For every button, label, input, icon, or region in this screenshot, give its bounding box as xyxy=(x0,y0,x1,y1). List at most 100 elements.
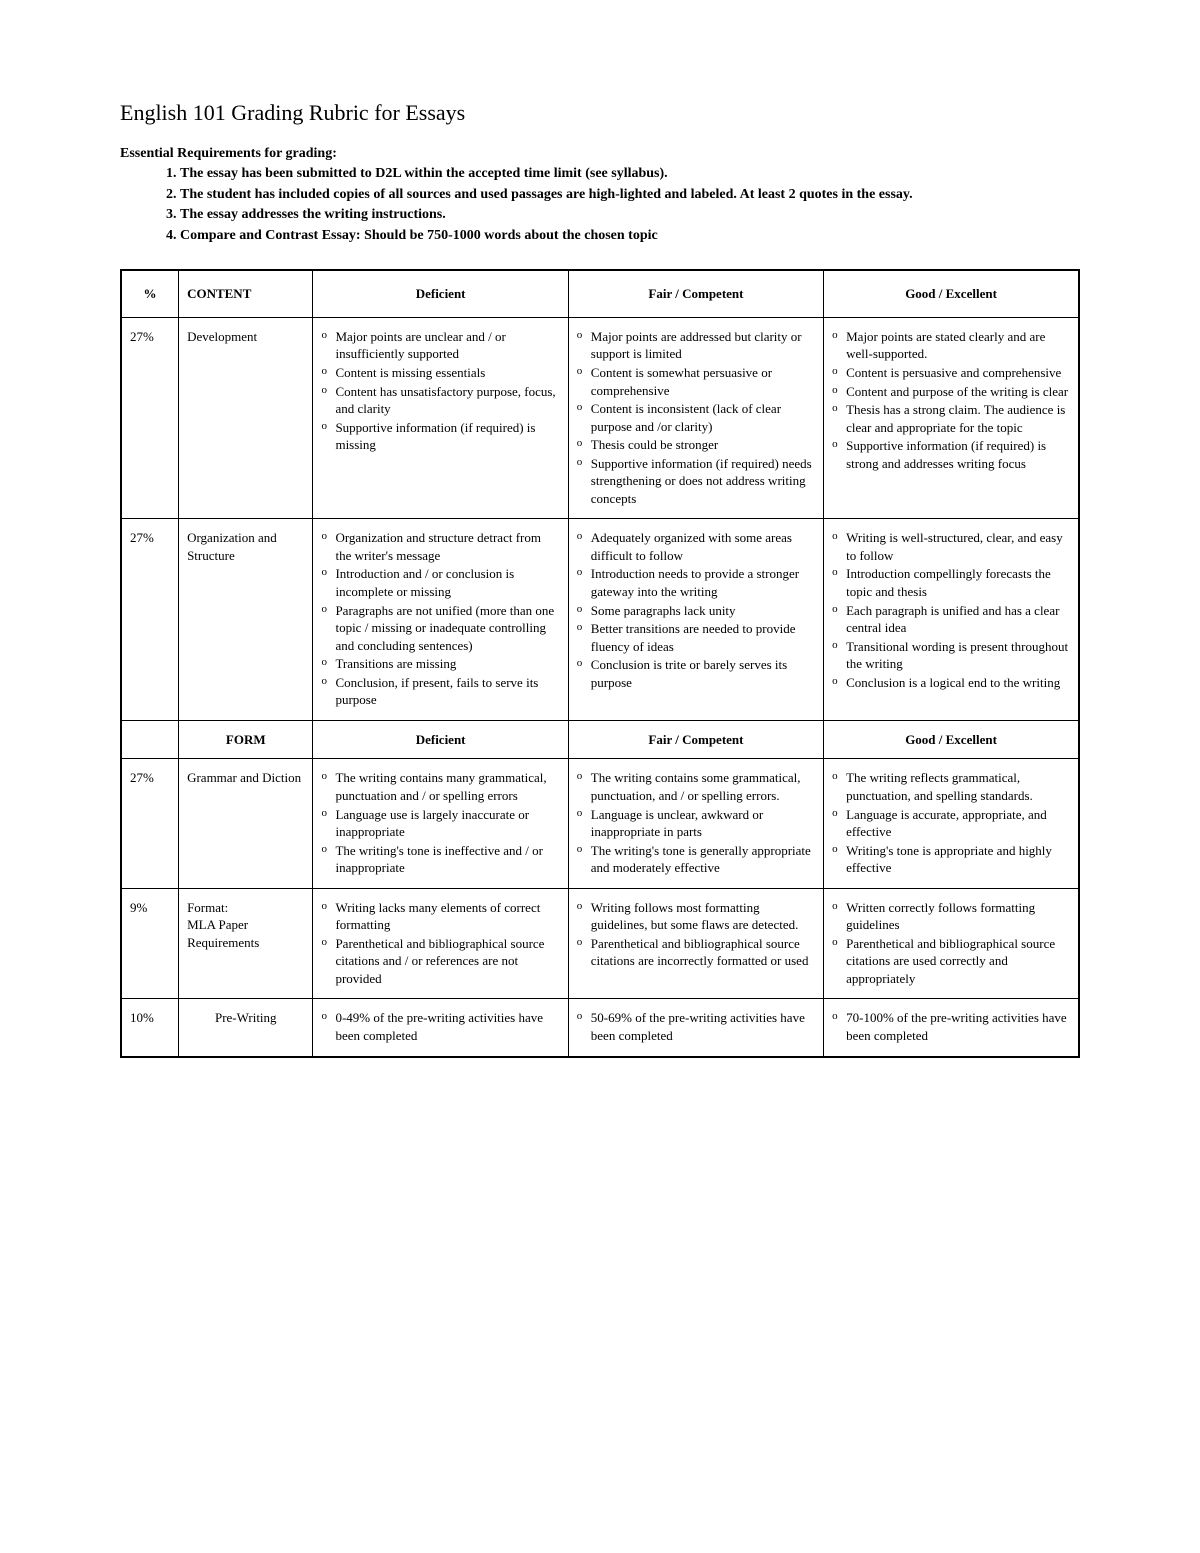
percent-cell: 9% xyxy=(121,888,179,999)
requirement-item: The essay addresses the writing instruct… xyxy=(180,205,1080,225)
criteria-item: Organization and structure detract from … xyxy=(321,529,559,564)
criteria-item: The writing contains some grammatical, p… xyxy=(577,769,815,804)
criteria-item: Content has unsatisfactory purpose, focu… xyxy=(321,383,559,418)
section-good: Good / Excellent xyxy=(824,720,1079,759)
criteria-list: 50-69% of the pre-writing activities hav… xyxy=(577,1009,815,1044)
criteria-item: Writing is well-structured, clear, and e… xyxy=(832,529,1070,564)
criteria-item: Major points are stated clearly and are … xyxy=(832,328,1070,363)
header-deficient: Deficient xyxy=(313,270,568,317)
deficient-cell: Organization and structure detract from … xyxy=(313,519,568,720)
percent-cell: 27% xyxy=(121,759,179,888)
header-percent: % xyxy=(121,270,179,317)
percent-cell: 27% xyxy=(121,317,179,518)
criteria-list: The writing reflects grammatical, punctu… xyxy=(832,769,1070,876)
criteria-item: Supportive information (if required) nee… xyxy=(577,455,815,508)
criteria-list: Writing follows most formatting guidelin… xyxy=(577,899,815,970)
criteria-item: Some paragraphs lack unity xyxy=(577,602,815,620)
criteria-item: Transitions are missing xyxy=(321,655,559,673)
criteria-item: Language is accurate, appropriate, and e… xyxy=(832,806,1070,841)
criteria-item: The writing's tone is ineffective and / … xyxy=(321,842,559,877)
criteria-item: The writing contains many grammatical, p… xyxy=(321,769,559,804)
header-row: % CONTENT Deficient Fair / Competent Goo… xyxy=(121,270,1079,317)
fair-cell: Major points are addressed but clarity o… xyxy=(568,317,823,518)
fair-cell: The writing contains some grammatical, p… xyxy=(568,759,823,888)
good-cell: Written correctly follows formatting gui… xyxy=(824,888,1079,999)
row-organization: 27% Organization and Structure Organizat… xyxy=(121,519,1079,720)
section-form-header: FORM xyxy=(179,720,313,759)
criteria-item: Writing lacks many elements of correct f… xyxy=(321,899,559,934)
criteria-item: Language is unclear, awkward or inapprop… xyxy=(577,806,815,841)
criteria-list: Major points are unclear and / or insuff… xyxy=(321,328,559,454)
criteria-item: Major points are addressed but clarity o… xyxy=(577,328,815,363)
deficient-cell: Major points are unclear and / or insuff… xyxy=(313,317,568,518)
criteria-list: Organization and structure detract from … xyxy=(321,529,559,708)
category-cell: Format: MLA Paper Requirements xyxy=(179,888,313,999)
criteria-item: Conclusion is a logical end to the writi… xyxy=(832,674,1070,692)
requirement-item: The essay has been submitted to D2L with… xyxy=(180,164,1080,184)
criteria-list: Writing lacks many elements of correct f… xyxy=(321,899,559,988)
header-good: Good / Excellent xyxy=(824,270,1079,317)
header-content: CONTENT xyxy=(179,270,313,317)
good-cell: The writing reflects grammatical, punctu… xyxy=(824,759,1079,888)
criteria-item: Parenthetical and bibliographical source… xyxy=(321,935,559,988)
requirement-item: The student has included copies of all s… xyxy=(180,185,1080,205)
criteria-item: Adequately organized with some areas dif… xyxy=(577,529,815,564)
criteria-item: Paragraphs are not unified (more than on… xyxy=(321,602,559,655)
deficient-cell: Writing lacks many elements of correct f… xyxy=(313,888,568,999)
criteria-item: Language use is largely inaccurate or in… xyxy=(321,806,559,841)
section-percent xyxy=(121,720,179,759)
criteria-list: 70-100% of the pre-writing activities ha… xyxy=(832,1009,1070,1044)
row-development: 27% Development Major points are unclear… xyxy=(121,317,1079,518)
page-title: English 101 Grading Rubric for Essays xyxy=(120,100,1080,126)
category-cell: Grammar and Diction xyxy=(179,759,313,888)
row-format: 9% Format: MLA Paper Requirements Writin… xyxy=(121,888,1079,999)
criteria-item: Conclusion, if present, fails to serve i… xyxy=(321,674,559,709)
criteria-list: Major points are addressed but clarity o… xyxy=(577,328,815,507)
criteria-item: Content and purpose of the writing is cl… xyxy=(832,383,1070,401)
fair-cell: Adequately organized with some areas dif… xyxy=(568,519,823,720)
row-prewriting: 10% Pre-Writing 0-49% of the pre-writing… xyxy=(121,999,1079,1057)
criteria-item: Content is somewhat persuasive or compre… xyxy=(577,364,815,399)
category-cell: Pre-Writing xyxy=(179,999,313,1057)
criteria-item: Conclusion is trite or barely serves its… xyxy=(577,656,815,691)
good-cell: Major points are stated clearly and are … xyxy=(824,317,1079,518)
deficient-cell: The writing contains many grammatical, p… xyxy=(313,759,568,888)
requirements-list: The essay has been submitted to D2L with… xyxy=(120,164,1080,245)
good-cell: Writing is well-structured, clear, and e… xyxy=(824,519,1079,720)
criteria-list: Adequately organized with some areas dif… xyxy=(577,529,815,691)
percent-cell: 10% xyxy=(121,999,179,1057)
good-cell: 70-100% of the pre-writing activities ha… xyxy=(824,999,1079,1057)
section-row-form: FORM Deficient Fair / Competent Good / E… xyxy=(121,720,1079,759)
section-fair: Fair / Competent xyxy=(568,720,823,759)
category-cell: Development xyxy=(179,317,313,518)
section-deficient: Deficient xyxy=(313,720,568,759)
criteria-item: Supportive information (if required) is … xyxy=(321,419,559,454)
criteria-item: Major points are unclear and / or insuff… xyxy=(321,328,559,363)
criteria-list: Major points are stated clearly and are … xyxy=(832,328,1070,472)
criteria-item: Written correctly follows formatting gui… xyxy=(832,899,1070,934)
row-grammar: 27% Grammar and Diction The writing cont… xyxy=(121,759,1079,888)
criteria-list: The writing contains many grammatical, p… xyxy=(321,769,559,876)
criteria-list: The writing contains some grammatical, p… xyxy=(577,769,815,876)
header-fair: Fair / Competent xyxy=(568,270,823,317)
criteria-item: Introduction and / or conclusion is inco… xyxy=(321,565,559,600)
percent-cell: 27% xyxy=(121,519,179,720)
fair-cell: Writing follows most formatting guidelin… xyxy=(568,888,823,999)
criteria-item: 0-49% of the pre-writing activities have… xyxy=(321,1009,559,1044)
criteria-item: Introduction needs to provide a stronger… xyxy=(577,565,815,600)
criteria-item: The writing's tone is generally appropri… xyxy=(577,842,815,877)
criteria-item: Thesis could be stronger xyxy=(577,436,815,454)
category-cell: Organization and Structure xyxy=(179,519,313,720)
requirements-heading: Essential Requirements for grading: xyxy=(120,146,1080,162)
criteria-item: The writing reflects grammatical, punctu… xyxy=(832,769,1070,804)
criteria-item: Writing follows most formatting guidelin… xyxy=(577,899,815,934)
criteria-item: Writing's tone is appropriate and highly… xyxy=(832,842,1070,877)
criteria-item: Transitional wording is present througho… xyxy=(832,638,1070,673)
criteria-list: 0-49% of the pre-writing activities have… xyxy=(321,1009,559,1044)
criteria-item: 50-69% of the pre-writing activities hav… xyxy=(577,1009,815,1044)
rubric-table: % CONTENT Deficient Fair / Competent Goo… xyxy=(120,269,1080,1057)
criteria-item: Content is persuasive and comprehensive xyxy=(832,364,1070,382)
deficient-cell: 0-49% of the pre-writing activities have… xyxy=(313,999,568,1057)
requirement-item: Compare and Contrast Essay: Should be 75… xyxy=(180,226,1080,246)
criteria-item: Each paragraph is unified and has a clea… xyxy=(832,602,1070,637)
